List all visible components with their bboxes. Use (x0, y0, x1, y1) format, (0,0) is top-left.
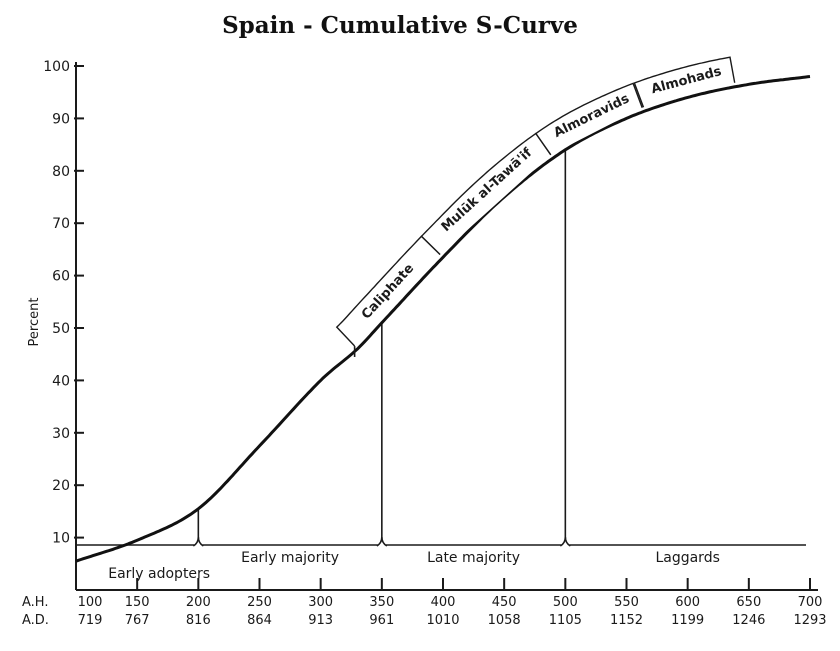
phase-label: Early majority (241, 550, 339, 566)
x-tick-label-ah: 600 (675, 595, 700, 610)
x-tick-label-ad: 1105 (549, 613, 582, 628)
x-tick-label-ad: 1293 (793, 613, 826, 628)
y-tick-label: 40 (52, 373, 70, 389)
y-tick-label: 50 (52, 321, 70, 337)
x-tick-label-ad: 864 (247, 613, 272, 628)
x-tick-label-ah: 550 (614, 595, 639, 610)
x-tick-label-ad: 1199 (671, 613, 704, 628)
y-tick-label: 60 (52, 269, 70, 285)
dynasty-band (534, 82, 643, 156)
x-row-label-ah: A.H. (22, 595, 48, 610)
y-axis-label: Percent (27, 298, 42, 347)
axes (75, 62, 818, 591)
phase-label: Early adopters (108, 566, 210, 582)
y-tick-label: 100 (43, 59, 70, 75)
cumulative-s-curve (75, 75, 811, 563)
phase-bracket-tip (559, 536, 571, 547)
x-tick-label-ah: 100 (78, 595, 103, 610)
x-tick-label-ah: 450 (492, 595, 517, 610)
x-tick-label-ah: 700 (798, 595, 823, 610)
y-tick-label: 20 (52, 478, 70, 494)
x-tick-label-ah: 150 (125, 595, 150, 610)
x-tick-label-ah: 500 (553, 595, 578, 610)
series (75, 75, 811, 563)
x-tick-label-ad: 913 (308, 613, 333, 628)
dynasty-band (420, 132, 552, 256)
chart-title: Spain - Cumulative S-Curve (222, 12, 578, 39)
y-tick-label: 30 (52, 426, 70, 442)
x-tick-label-ad: 1010 (426, 613, 459, 628)
dynasty-label: Mulūk al-Tawā'if (439, 145, 536, 235)
y-tick-label: 80 (52, 164, 70, 180)
y-tick-label: 70 (52, 216, 70, 232)
x-tick-label-ad: 1152 (610, 613, 643, 628)
x-ticks: A.H. A.D. 100 719 150 767 200 816 250 864 300 913 35… (22, 578, 827, 628)
x-tick-label-ad: 1246 (732, 613, 765, 628)
x-tick-label-ah: 250 (247, 595, 272, 610)
x-tick-label-ad: 767 (125, 613, 150, 628)
x-tick-label-ad: 816 (186, 613, 211, 628)
x-tick-label-ad: 1058 (488, 613, 521, 628)
dynasty-band (633, 56, 736, 108)
y-ticks: 10 20 30 40 50 60 70 80 90 100 (43, 59, 84, 547)
x-tick-label-ah: 200 (186, 595, 211, 610)
phase-label: Laggards (655, 550, 719, 566)
phase-label: Late majority (427, 550, 520, 566)
x-row-label-ad: A.D. (22, 613, 49, 628)
x-tick-label-ah: 650 (736, 595, 761, 610)
y-tick-label: 10 (52, 531, 70, 547)
x-tick-label-ah: 350 (369, 595, 394, 610)
dynasty-band (335, 235, 441, 347)
x-tick-label-ah: 400 (431, 595, 456, 610)
y-tick-label: 90 (52, 111, 70, 127)
x-tick-label-ah: 300 (308, 595, 333, 610)
phase-bracket-tip (192, 536, 204, 547)
phase-brackets: Early adopters Early majority Late majorit… (76, 149, 806, 582)
x-tick-label-ad: 719 (78, 613, 103, 628)
x-tick-label-ad: 961 (369, 613, 394, 628)
phase-bracket-tip (376, 536, 388, 547)
